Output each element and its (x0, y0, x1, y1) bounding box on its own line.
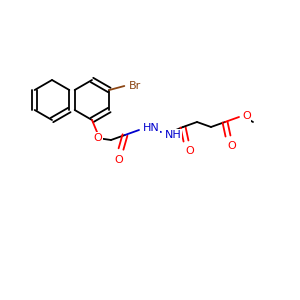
Text: O: O (228, 141, 236, 151)
Text: O: O (242, 111, 251, 121)
Text: HN: HN (143, 123, 160, 133)
Text: O: O (186, 146, 194, 156)
Text: O: O (115, 155, 123, 165)
Text: O: O (94, 133, 102, 143)
Text: Br: Br (129, 81, 142, 91)
Text: NH: NH (165, 130, 182, 140)
